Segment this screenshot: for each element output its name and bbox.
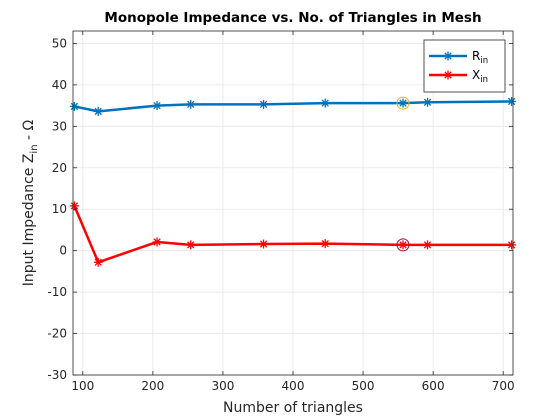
series-1-point-7 [423,240,433,250]
series-0-point-6-d2 [399,99,407,107]
series-layer [69,96,517,267]
series-0-point-8-d2 [507,97,516,106]
series-0-point-6 [398,98,408,108]
y-tick-label-30: 30 [52,119,67,133]
y-tick-label-20: 20 [52,161,67,175]
y-axis-label-sub: in [29,144,40,153]
series-0-point-0 [69,101,79,111]
legend-label-r-main: R [472,49,480,63]
highlight-circle-0 [396,96,410,110]
series-0-point-3 [186,99,196,109]
y-tick-label-10: 10 [52,202,67,216]
x-axis-label: Number of triangles [223,400,363,416]
legend-star-1-d2 [444,71,452,79]
series-0-point-2 [152,101,162,111]
series-1-point-7-d2 [423,241,432,249]
x-tick-label-700: 700 [492,379,515,393]
legend-label-x-sub: in [480,75,488,85]
legend-marker-x [443,70,453,80]
ticks: 100 200 300 400 500 600 700 -30 -20 -10 0 10 20 30 40 5… [47,31,515,393]
series-0-point-4 [259,99,269,109]
y-tick-label-50: 50 [52,36,67,50]
highlight-layer [396,96,410,252]
series-0-point-3-d2 [187,100,195,109]
y-tick-label-0: 0 [59,244,67,258]
series-1-point-3 [186,240,196,250]
x-tick-label-100: 100 [71,379,94,393]
y-axis-label-main: Input Impedance Z [21,154,37,287]
x-tick-label-500: 500 [352,379,375,393]
legend-label-r: Rin [472,49,488,66]
legend-star-0 [443,51,453,61]
legend-star-0-d2 [444,52,452,60]
series-0-point-1 [93,106,103,116]
series-0-point-4-d2 [259,100,268,109]
series-1-point-3-d2 [187,241,195,249]
legend-box [423,39,506,93]
series-1-point-5 [320,239,330,249]
series-1-point-8-d2 [507,241,516,249]
x-tick-label-600: 600 [422,379,445,393]
legend-label-x: Xin [472,68,488,85]
series-1-point-5-d2 [321,239,329,248]
highlight-circle-1 [396,238,410,252]
x-tick-label-400: 400 [282,379,305,393]
series-0-point-1-d2 [94,107,102,116]
series-1-point-6-d2 [399,241,407,249]
legend-marker-r [443,51,453,61]
series-0-point-7 [423,97,433,107]
y-tick-label--30: -30 [47,368,67,382]
series-0-point-5-d2 [321,99,329,107]
series-1-point-2 [152,237,162,247]
series-1-point-4 [259,239,269,249]
series-0-point-7-d2 [423,98,432,106]
chart-title: Monopole Impedance vs. No. of Triangles … [104,10,481,26]
series-1-point-8 [507,240,517,250]
y-tick-label--10: -10 [47,285,67,299]
x-tick-label-200: 200 [141,379,164,393]
series-1-point-0-d2 [70,202,79,210]
series-0-point-2-d2 [153,101,161,110]
series-0-point-5 [320,98,330,108]
legend-label-x-main: X [472,68,480,82]
legend: Rin Xin [423,39,506,93]
legend-star-1 [443,70,453,80]
series-1-point-6 [398,240,408,250]
y-tick-label--20: -20 [47,327,67,341]
series-0-point-8 [507,96,517,106]
series-0-point-0-d2 [70,102,79,111]
series-1-point-1-d2 [94,258,102,266]
series-1-point-4-d2 [259,240,268,248]
y-tick-label-40: 40 [52,78,67,92]
x-tick-label-300: 300 [211,379,234,393]
series-1-point-2-d2 [153,238,161,246]
y-axis-label-tail: - Ω [21,119,37,144]
series-1-point-1 [93,257,103,267]
legend-label-r-sub: in [480,56,488,66]
y-axis-label: Input Impedance Zin - Ω [21,119,40,286]
